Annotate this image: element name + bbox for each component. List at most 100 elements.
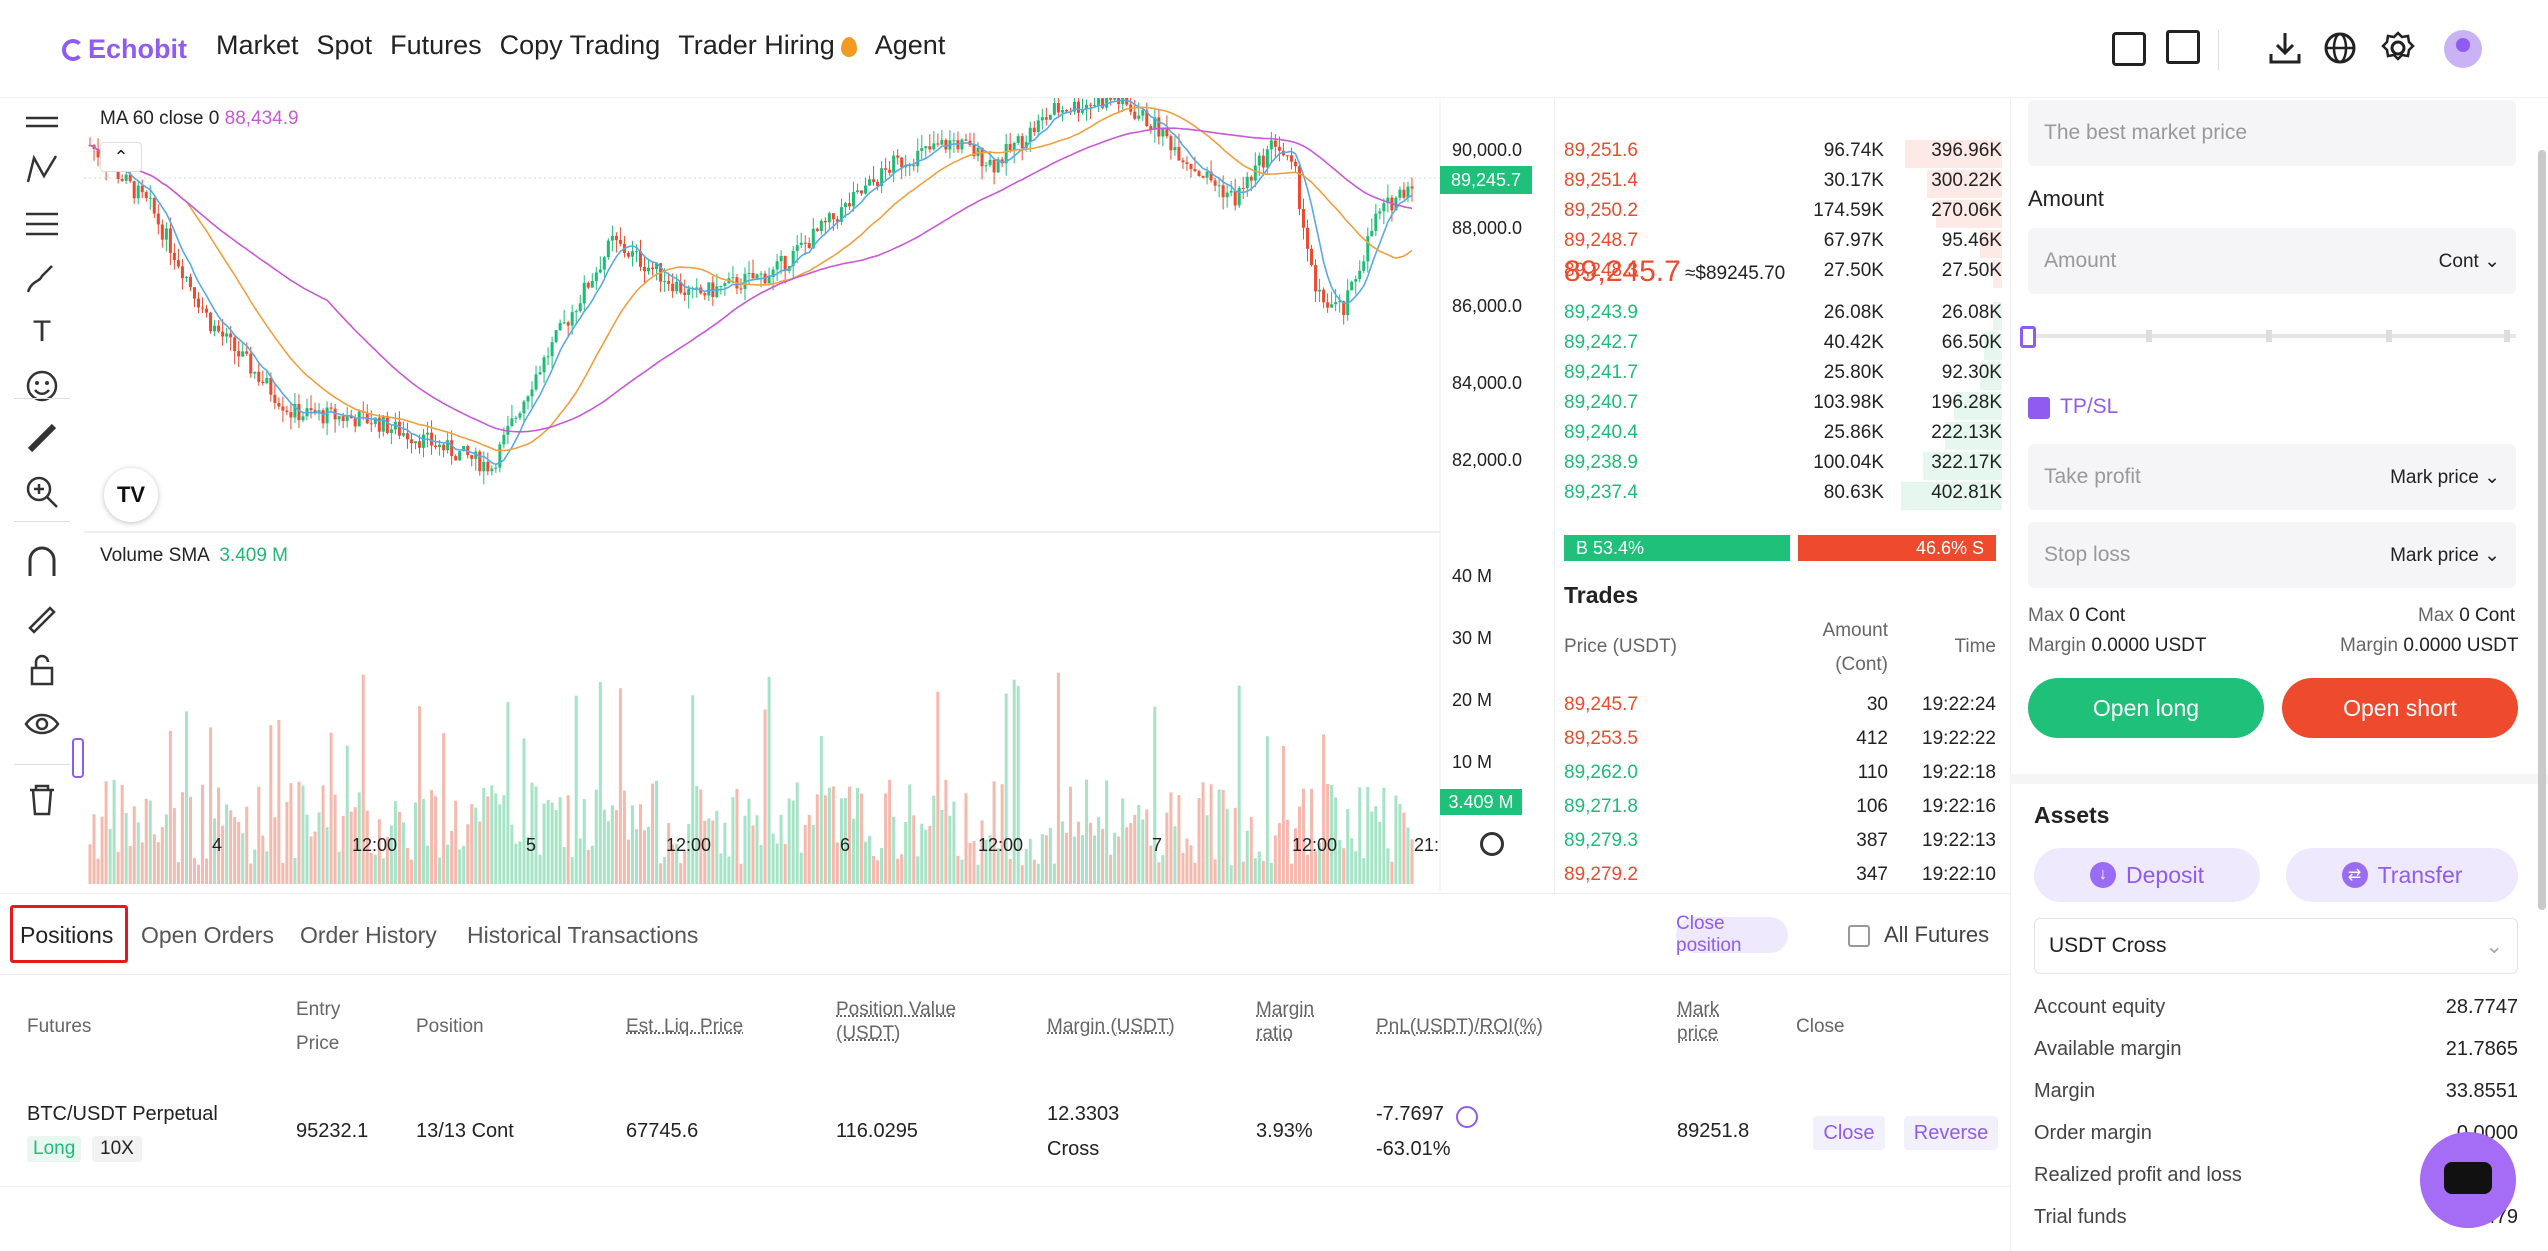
tab-historical-transactions[interactable]: Historical Transactions: [467, 922, 699, 948]
nav-spot[interactable]: Spot: [316, 30, 373, 60]
volume-bar: [743, 815, 747, 884]
col-mark-price-2[interactable]: price: [1677, 1023, 1719, 1044]
price-chart[interactable]: [84, 85, 1554, 893]
amount-slider-thumb[interactable]: [2020, 326, 2036, 348]
col-liq-price[interactable]: Est. Liq. Price: [626, 1016, 744, 1037]
magnet-icon[interactable]: [22, 542, 62, 582]
download-icon[interactable]: [2268, 30, 2302, 66]
deposit-button[interactable]: ↓ Deposit: [2034, 848, 2260, 902]
nav-futures[interactable]: Futures: [390, 30, 482, 60]
chart-canvas[interactable]: [84, 85, 1554, 893]
tab-order-history[interactable]: Order History: [300, 922, 437, 948]
candle-body: [972, 145, 976, 157]
brush-icon[interactable]: [22, 258, 62, 298]
ask-row[interactable]: 89,248.3 27.50K 27.50K: [1564, 260, 2002, 288]
nav-market[interactable]: Market: [216, 30, 299, 60]
lock-drawing-icon[interactable]: [22, 596, 62, 636]
bid-row[interactable]: 89,240.4 25.86K 222.13K: [1564, 422, 2002, 450]
candle-body: [1378, 211, 1382, 214]
orders-icon[interactable]: [2166, 30, 2200, 64]
col-margin[interactable]: Margin (USDT): [1047, 1016, 1175, 1037]
candle-body: [1293, 161, 1297, 167]
tab-positions[interactable]: Positions: [20, 922, 114, 948]
take-profit-trigger-select[interactable]: Mark price ⌄: [2390, 466, 2500, 489]
leverage-badge[interactable]: 10X: [92, 1136, 142, 1162]
fib-icon[interactable]: [22, 204, 62, 244]
position-symbol[interactable]: BTC/USDT Perpetual: [27, 1103, 218, 1125]
take-profit-input[interactable]: Take profit Mark price ⌄: [2028, 444, 2516, 510]
toolbar-collapse-handle[interactable]: [72, 738, 84, 778]
eye-icon[interactable]: [22, 704, 62, 744]
open-short-button[interactable]: Open short: [2282, 678, 2518, 738]
ask-row[interactable]: 89,248.7 67.97K 95.46K: [1564, 230, 2002, 258]
tradingview-logo[interactable]: TV: [104, 468, 158, 522]
volume-bar: [1265, 736, 1269, 884]
open-long-button[interactable]: Open long: [2028, 678, 2264, 738]
col-position-value-unit[interactable]: (USDT): [836, 1023, 901, 1044]
close-position-row-button[interactable]: Close: [1813, 1116, 1885, 1150]
transfer-button[interactable]: ⇄ Transfer: [2286, 848, 2518, 902]
page-scrollbar[interactable]: [2538, 150, 2546, 910]
tpsl-checkbox[interactable]: [2028, 397, 2050, 419]
share-pnl-icon[interactable]: [1456, 1106, 1478, 1128]
ask-depth-bar: [1936, 200, 2002, 228]
col-margin-ratio-2[interactable]: ratio: [1256, 1023, 1293, 1044]
globe-icon[interactable]: [2322, 30, 2358, 66]
col-mark-price[interactable]: Mark: [1677, 999, 1720, 1020]
price-input[interactable]: The best market price: [2028, 100, 2516, 166]
bid-row[interactable]: 89,243.9 26.08K 26.08K: [1564, 302, 2002, 330]
volume-bar: [522, 738, 526, 884]
text-icon[interactable]: T: [32, 315, 52, 348]
chart-settings-icon[interactable]: [1480, 832, 1504, 856]
bid-row[interactable]: 89,241.7 25.80K 92.30K: [1564, 362, 2002, 390]
echobit-logo[interactable]: Echobit: [62, 34, 187, 65]
bid-row[interactable]: 89,240.7 103.98K 196.28K: [1564, 392, 2002, 420]
pattern-icon[interactable]: [22, 150, 62, 190]
stop-loss-trigger-select[interactable]: Mark price ⌄: [2390, 544, 2500, 567]
candle-body: [1245, 176, 1249, 189]
amount-slider-track[interactable]: [2028, 334, 2516, 338]
settings-icon[interactable]: [2380, 30, 2416, 66]
wallet-icon[interactable]: [2112, 32, 2146, 66]
support-chat-button[interactable]: [2420, 1132, 2516, 1228]
nav-trader-hiring[interactable]: Trader Hiring: [678, 30, 857, 61]
reverse-position-button[interactable]: Reverse: [1904, 1116, 1998, 1150]
ask-row[interactable]: 89,251.6 96.74K 396.96K: [1564, 140, 2002, 168]
ruler-icon[interactable]: [22, 418, 62, 458]
volume-bar: [253, 849, 257, 884]
ask-row[interactable]: 89,251.4 30.17K 300.22K: [1564, 170, 2002, 198]
volume-bar: [1273, 835, 1277, 884]
nav-agent[interactable]: Agent: [874, 30, 946, 60]
trend-line-icon[interactable]: [22, 102, 62, 142]
emoji-icon[interactable]: [22, 366, 62, 406]
amount-input[interactable]: Amount Cont ⌄: [2028, 228, 2516, 294]
bid-row[interactable]: 89,242.7 40.42K 66.50K: [1564, 332, 2002, 360]
bid-row[interactable]: 89,237.4 80.63K 402.81K: [1564, 482, 2002, 510]
nav-copy-trading[interactable]: Copy Trading: [499, 30, 661, 60]
bid-row[interactable]: 89,238.9 100.04K 322.17K: [1564, 452, 2002, 480]
trash-icon[interactable]: [22, 780, 62, 820]
volume-bar: [783, 843, 787, 884]
col-position-value[interactable]: Position Value: [836, 999, 957, 1020]
zoom-in-icon[interactable]: [22, 472, 62, 512]
candle-body: [827, 213, 831, 223]
account-type-select[interactable]: USDT Cross ⌄: [2034, 918, 2518, 974]
candle-body: [353, 418, 357, 427]
col-pnl[interactable]: PnL(USDT)/ROI(%): [1376, 1016, 1543, 1037]
volume-axis-label: 40 M: [1452, 566, 1493, 586]
close-position-button[interactable]: Close position: [1676, 913, 1788, 956]
lock-icon[interactable]: [22, 650, 62, 690]
asset-row: Margin 33.8551: [2034, 1080, 2518, 1103]
amount-unit-select[interactable]: Cont ⌄: [2439, 250, 2500, 273]
avatar[interactable]: [2444, 30, 2482, 68]
volume-bar: [1036, 863, 1040, 884]
candle-body: [1133, 111, 1137, 119]
volume-bar: [1040, 834, 1044, 884]
stop-loss-input[interactable]: Stop loss Mark price ⌄: [2028, 522, 2516, 588]
all-futures-checkbox[interactable]: [1848, 925, 1870, 947]
col-margin-ratio[interactable]: Margin: [1256, 999, 1315, 1020]
ask-row[interactable]: 89,250.2 174.59K 270.06K: [1564, 200, 2002, 228]
tab-open-orders[interactable]: Open Orders: [141, 922, 274, 948]
candle-body: [1177, 147, 1181, 161]
legend-collapse-button[interactable]: ⌃: [100, 142, 142, 172]
